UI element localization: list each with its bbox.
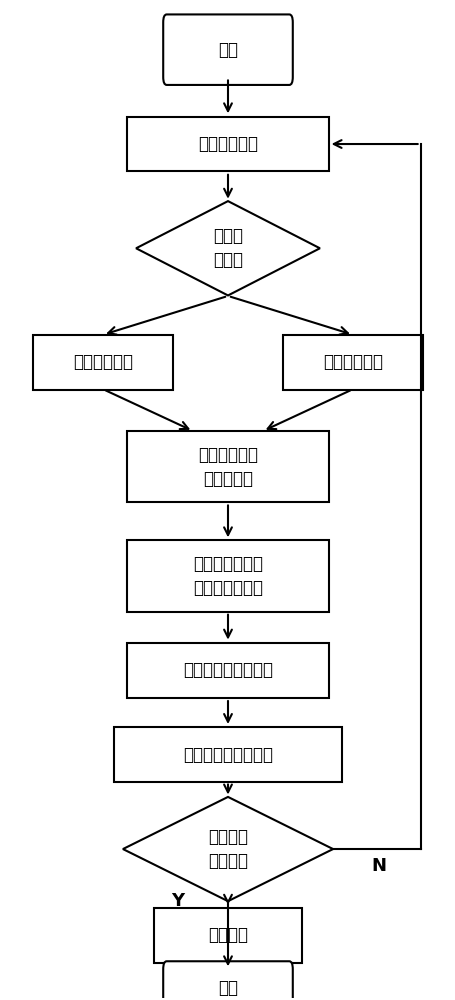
Text: 结束: 结束	[217, 979, 238, 997]
Bar	[127, 431, 328, 502]
Polygon shape	[123, 797, 332, 901]
FancyBboxPatch shape	[163, 961, 292, 1000]
Text: 开始: 开始	[217, 41, 238, 59]
Bar	[114, 727, 341, 782]
Text: 搭建贝叶斯网络模型: 搭建贝叶斯网络模型	[182, 661, 273, 679]
Text: 故障处理: 故障处理	[207, 926, 248, 944]
Bar	[127, 117, 328, 171]
Bar	[282, 335, 422, 390]
Text: 判断是否
产生故障: 判断是否 产生故障	[207, 828, 248, 870]
Text: 通过最小约简得
到最终的决策表: 通过最小约简得 到最终的决策表	[192, 555, 263, 597]
Bar	[127, 540, 328, 612]
Text: 确定条件属性: 确定条件属性	[322, 353, 382, 371]
Bar	[127, 643, 328, 698]
Polygon shape	[136, 201, 319, 295]
Text: N: N	[371, 857, 386, 875]
Bar	[33, 335, 173, 390]
Bar	[153, 908, 302, 963]
FancyBboxPatch shape	[163, 14, 292, 85]
Text: 确定决策属性: 确定决策属性	[73, 353, 133, 371]
Text: 织机故障检测: 织机故障检测	[197, 135, 258, 153]
Text: 对数据进行分析处理: 对数据进行分析处理	[182, 746, 273, 764]
Text: 利用决策理论
建立决策表: 利用决策理论 建立决策表	[197, 446, 258, 488]
Text: Y: Y	[171, 892, 184, 910]
Text: 织机运
行参数: 织机运 行参数	[212, 227, 243, 269]
